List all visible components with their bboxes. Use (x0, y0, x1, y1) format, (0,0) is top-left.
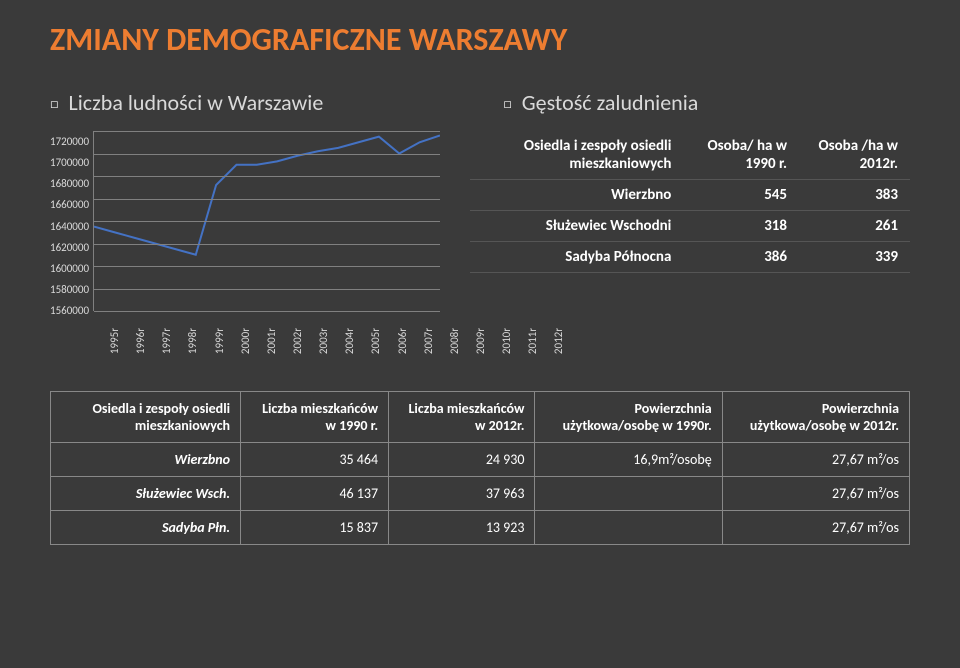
cell: 339 (799, 242, 910, 273)
cell: Wierzbno (470, 180, 683, 211)
table-row: Wierzbno35 46424 93016,9m²/osobę27,67 m²… (51, 443, 910, 477)
page-title: ZMIANY DEMOGRAFICZNE WARSZAWY (50, 20, 910, 59)
cell: 35 464 (241, 443, 389, 477)
cell: 24 930 (389, 443, 535, 477)
plot-area (93, 131, 440, 311)
y-tick: 1660000 (50, 199, 89, 210)
grid-line (94, 244, 440, 245)
cell: 15 837 (241, 511, 389, 545)
x-axis: 1995r1996r1997r1998r1999r2000r2001r2002r… (102, 311, 440, 361)
cell: 46 137 (241, 477, 389, 511)
big-h1: Liczba mieszkańców w 1990 r. (241, 392, 389, 443)
y-axis: 1720000 1700000 1680000 1660000 1640000 16200… (50, 131, 93, 311)
y-tick: 1680000 (50, 178, 89, 189)
population-chart: 1720000 1700000 1680000 1660000 1640000 16200… (50, 131, 440, 361)
grid-line (94, 131, 440, 132)
y-tick: 1640000 (50, 221, 89, 232)
grid-line (94, 199, 440, 200)
cell: 318 (683, 211, 799, 242)
sub-right: Gęstość zaludnienia (503, 89, 698, 116)
x-tick: 2012r (539, 328, 579, 354)
density-table: Osiedla i zespoły osiedli mieszkaniowych… (470, 131, 910, 273)
table-row: Sadyba Północna386339 (470, 242, 910, 273)
big-h2: Liczba mieszkańców w 2012r. (389, 392, 535, 443)
grid-line (94, 176, 440, 177)
table-row: Wierzbno545383 (470, 180, 910, 211)
cell: Wierzbno (51, 443, 241, 477)
big-table: Osiedla i zespoły osiedli mieszkaniowych… (50, 391, 910, 545)
y-tick: 1600000 (50, 263, 89, 274)
grid-line (94, 289, 440, 290)
subtitles: Liczba ludności w Warszawie Gęstość zalu… (50, 89, 910, 116)
grid-line (94, 154, 440, 155)
y-tick: 1620000 (50, 242, 89, 253)
cell: Sadyba Płn. (51, 511, 241, 545)
cell (535, 511, 722, 545)
big-h0: Osiedla i zespoły osiedli mieszkaniowych (51, 392, 241, 443)
cell: 386 (683, 242, 799, 273)
cell: 383 (799, 180, 910, 211)
table-row: Służewiec Wsch.46 13737 963 27,67 m²/os (51, 477, 910, 511)
density-h1: Osoba/ ha w 1990 r. (683, 131, 799, 180)
big-h3: Powierzchnia użytkowa/osobę w 1990r. (535, 392, 722, 443)
cell: Sadyba Północna (470, 242, 683, 273)
cell: 27,67 m²/os (722, 443, 909, 477)
grid-line (94, 266, 440, 267)
cell: Służewiec Wschodni (470, 211, 683, 242)
y-tick: 1720000 (50, 136, 89, 147)
cell: 261 (799, 211, 910, 242)
cell: 545 (683, 180, 799, 211)
table-row: Służewiec Wschodni318261 (470, 211, 910, 242)
y-tick: 1700000 (50, 157, 89, 168)
cell: 27,67 m²/os (722, 511, 909, 545)
y-tick: 1580000 (50, 284, 89, 295)
sub-left: Liczba ludności w Warszawie (50, 89, 323, 116)
cell: Służewiec Wsch. (51, 477, 241, 511)
big-h4: Powierzchnia użytkowa/osobę w 2012r. (722, 392, 909, 443)
density-h0: Osiedla i zespoły osiedli mieszkaniowych (470, 131, 683, 180)
cell: 16,9m²/osobę (535, 443, 722, 477)
grid-line (94, 311, 440, 312)
cell: 27,67 m²/os (722, 477, 909, 511)
table-row: Sadyba Płn.15 83713 923 27,67 m²/os (51, 511, 910, 545)
y-tick: 1560000 (50, 305, 89, 316)
cell: 37 963 (389, 477, 535, 511)
grid-line (94, 221, 440, 222)
cell (535, 477, 722, 511)
density-h2: Osoba /ha w 2012r. (799, 131, 910, 180)
cell: 13 923 (389, 511, 535, 545)
